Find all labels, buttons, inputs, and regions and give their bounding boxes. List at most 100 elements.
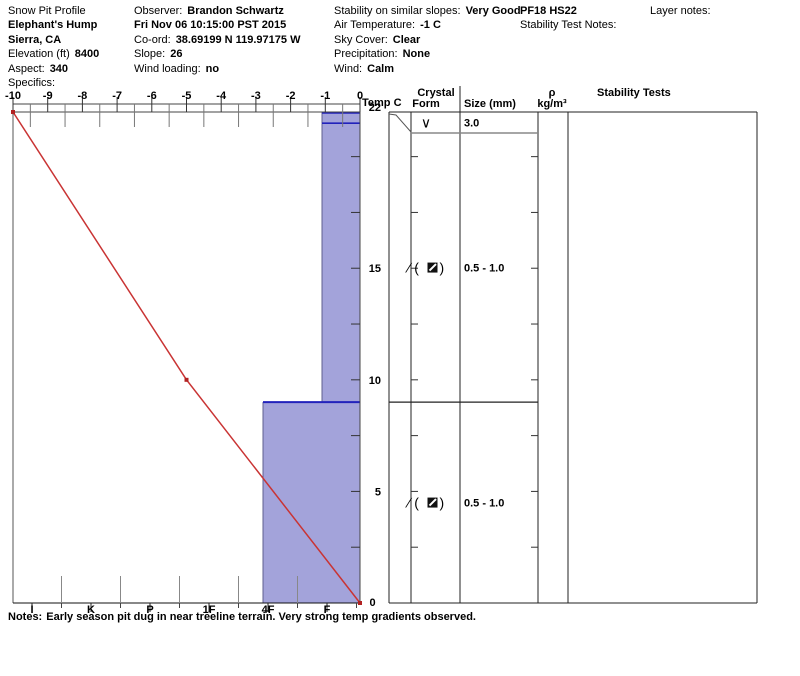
header-line: Aspect: 340: [8, 62, 99, 76]
hardness-label-4F: 4F: [262, 604, 275, 616]
header-line: Fri Nov 06 10:15:00 PST 2015: [134, 18, 300, 32]
temp-tick-label: -9: [43, 90, 53, 102]
field-value: Fri Nov 06 10:15:00 PST 2015: [134, 19, 287, 32]
field-label: Stability Test Notes:: [520, 19, 617, 32]
header-column-4: PF18 HS22 Stability Test Notes:: [520, 4, 616, 33]
crystal-header: Crystal: [417, 87, 454, 99]
hardness-bar-layer-3: [263, 402, 360, 603]
header-line: PF18 HS22: [520, 4, 616, 18]
field-value: 26: [170, 48, 183, 61]
hardness-bar-layer-2: [322, 123, 360, 403]
field-label: Elevation (ft): [8, 48, 70, 61]
field-value: Brandon Schwartz: [187, 5, 284, 17]
depth-label-22: 22: [369, 102, 381, 114]
hardness-label-F: F: [324, 604, 331, 616]
field-value: PF18 HS22: [520, 5, 577, 17]
header-line: Elevation (ft) 8400: [8, 47, 99, 61]
temperature-point: [184, 377, 189, 382]
field-value: None: [402, 48, 431, 61]
crystal-form-paren: ): [440, 260, 445, 276]
crystal-form-surface-hoar: ∨: [421, 115, 431, 131]
notes-label: Notes:: [8, 611, 43, 623]
temperature-point: [11, 110, 15, 114]
mixed-form-box-slash: [428, 498, 437, 507]
field-value: 340: [49, 62, 69, 75]
field-value: Sierra, CA: [8, 33, 62, 46]
header-line: Stability on similar slopes: Very Good: [334, 4, 521, 18]
temp-tick-label: -2: [286, 90, 296, 102]
header-column-1: Snow Pit Profile Elephant's Hump Sierra, C…: [8, 4, 99, 90]
temp-tick-label: 0: [357, 90, 363, 102]
temp-tick-label: -5: [182, 90, 192, 102]
header-column-2: Observer: Brandon Schwartz Fri Nov 06 10:1…: [134, 4, 300, 76]
field-label: Wind:: [334, 62, 363, 75]
field-label: Specifics:: [8, 76, 56, 89]
header-line: Sierra, CA: [8, 33, 99, 47]
field-label: Stability on similar slopes:: [334, 5, 461, 17]
field-label: Sky Cover:: [334, 33, 388, 46]
hardness-bar-layer-1: [322, 112, 360, 124]
temp-tick-label: -10: [5, 90, 21, 102]
field-value: Calm: [367, 62, 395, 75]
grain-size-2: 0.5 - 1.0: [464, 263, 504, 275]
temp-tick-label: -7: [112, 90, 122, 102]
header-line: Snow Pit Profile: [8, 4, 99, 18]
crystal-form-decomposing-fragments (mixed-facets): ∕ (: [405, 260, 419, 276]
field-value: Clear: [392, 33, 421, 46]
header-line: Stability Test Notes:: [520, 18, 616, 32]
temperature-point: [358, 601, 362, 605]
field-label: Precipitation:: [334, 48, 398, 61]
depth-label-5: 5: [375, 486, 381, 498]
field-value: Very Good: [465, 5, 521, 17]
field-label: Co-ord:: [134, 33, 171, 46]
temp-tick-label: -8: [78, 90, 88, 102]
hardness-label-K: K: [87, 604, 95, 616]
header-line: Sky Cover: Clear: [334, 33, 521, 47]
depth-label-15: 15: [369, 263, 381, 275]
temp-tick-label: -3: [251, 90, 261, 102]
field-label: Layer notes:: [650, 5, 711, 17]
grain-size-1: 3.0: [464, 118, 479, 130]
header-column-3: Stability on similar slopes: Very Good Air…: [334, 4, 521, 76]
header-line: Air Temperature: -1 C: [334, 18, 521, 32]
header-line: Slope: 26: [134, 47, 300, 61]
header-line: Wind: Calm: [334, 62, 521, 76]
field-value: Elephant's Hump: [8, 19, 98, 32]
field-value: 38.69199 N 119.97175 W: [175, 33, 301, 46]
field-value: -1 C: [420, 19, 441, 32]
header-line: Wind loading: no: [134, 62, 300, 76]
header-line: Co-ord: 38.69199 N 119.97175 W: [134, 33, 300, 47]
header-line: Observer: Brandon Schwartz: [134, 4, 300, 18]
depth-label-10: 10: [369, 375, 381, 387]
header-line: Elephant's Hump: [8, 18, 99, 32]
density-header-rho: ρ: [549, 87, 556, 99]
field-label: Air Temperature:: [334, 19, 416, 32]
density-header-units: kg/m³: [537, 98, 567, 110]
stability-tests-header: Stability Tests: [597, 87, 671, 99]
temp-tick-label: -1: [320, 90, 330, 102]
field-label: Snow Pit Profile: [8, 5, 86, 17]
field-label: Aspect:: [8, 62, 45, 75]
layer-depth-connector: [388, 113, 412, 133]
field-value: 8400: [74, 48, 100, 61]
temp-tick-label: -6: [147, 90, 157, 102]
temp-axis-title: Temp C: [362, 97, 402, 109]
hardness-label-1F: 1F: [203, 604, 216, 616]
field-label: Slope:: [134, 48, 166, 61]
depth-label-0: 0: [369, 597, 375, 609]
header-column-5: Layer notes:: [650, 4, 711, 18]
hardness-label-P: P: [146, 604, 153, 616]
field-label: Wind loading:: [134, 62, 201, 75]
header-line: Precipitation: None: [334, 47, 521, 61]
pit-notes: Notes: Early season pit dug in near treel…: [8, 611, 480, 623]
grain-size-3: 0.5 - 1.0: [464, 498, 504, 510]
size-header: Size (mm): [464, 98, 516, 110]
header-line: Specifics:: [8, 76, 99, 90]
form-header: Form: [412, 98, 440, 110]
crystal-form-paren: ): [440, 495, 445, 511]
field-label: Observer:: [134, 5, 183, 17]
mixed-form-box-slash: [428, 263, 437, 272]
notes-text: Early season pit dug in near treeline te…: [46, 611, 476, 623]
